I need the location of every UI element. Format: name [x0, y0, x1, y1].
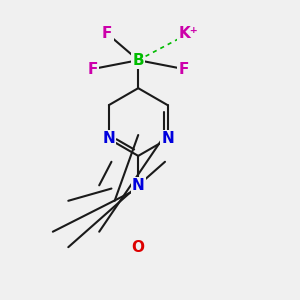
Text: N: N: [103, 131, 115, 146]
Text: F: F: [102, 26, 112, 41]
Text: B: B: [132, 53, 144, 68]
Text: O: O: [132, 240, 145, 255]
Text: F: F: [179, 61, 189, 76]
Text: N: N: [132, 178, 145, 193]
Text: N: N: [161, 131, 174, 146]
Text: F: F: [87, 61, 98, 76]
Text: K⁺: K⁺: [178, 26, 198, 41]
